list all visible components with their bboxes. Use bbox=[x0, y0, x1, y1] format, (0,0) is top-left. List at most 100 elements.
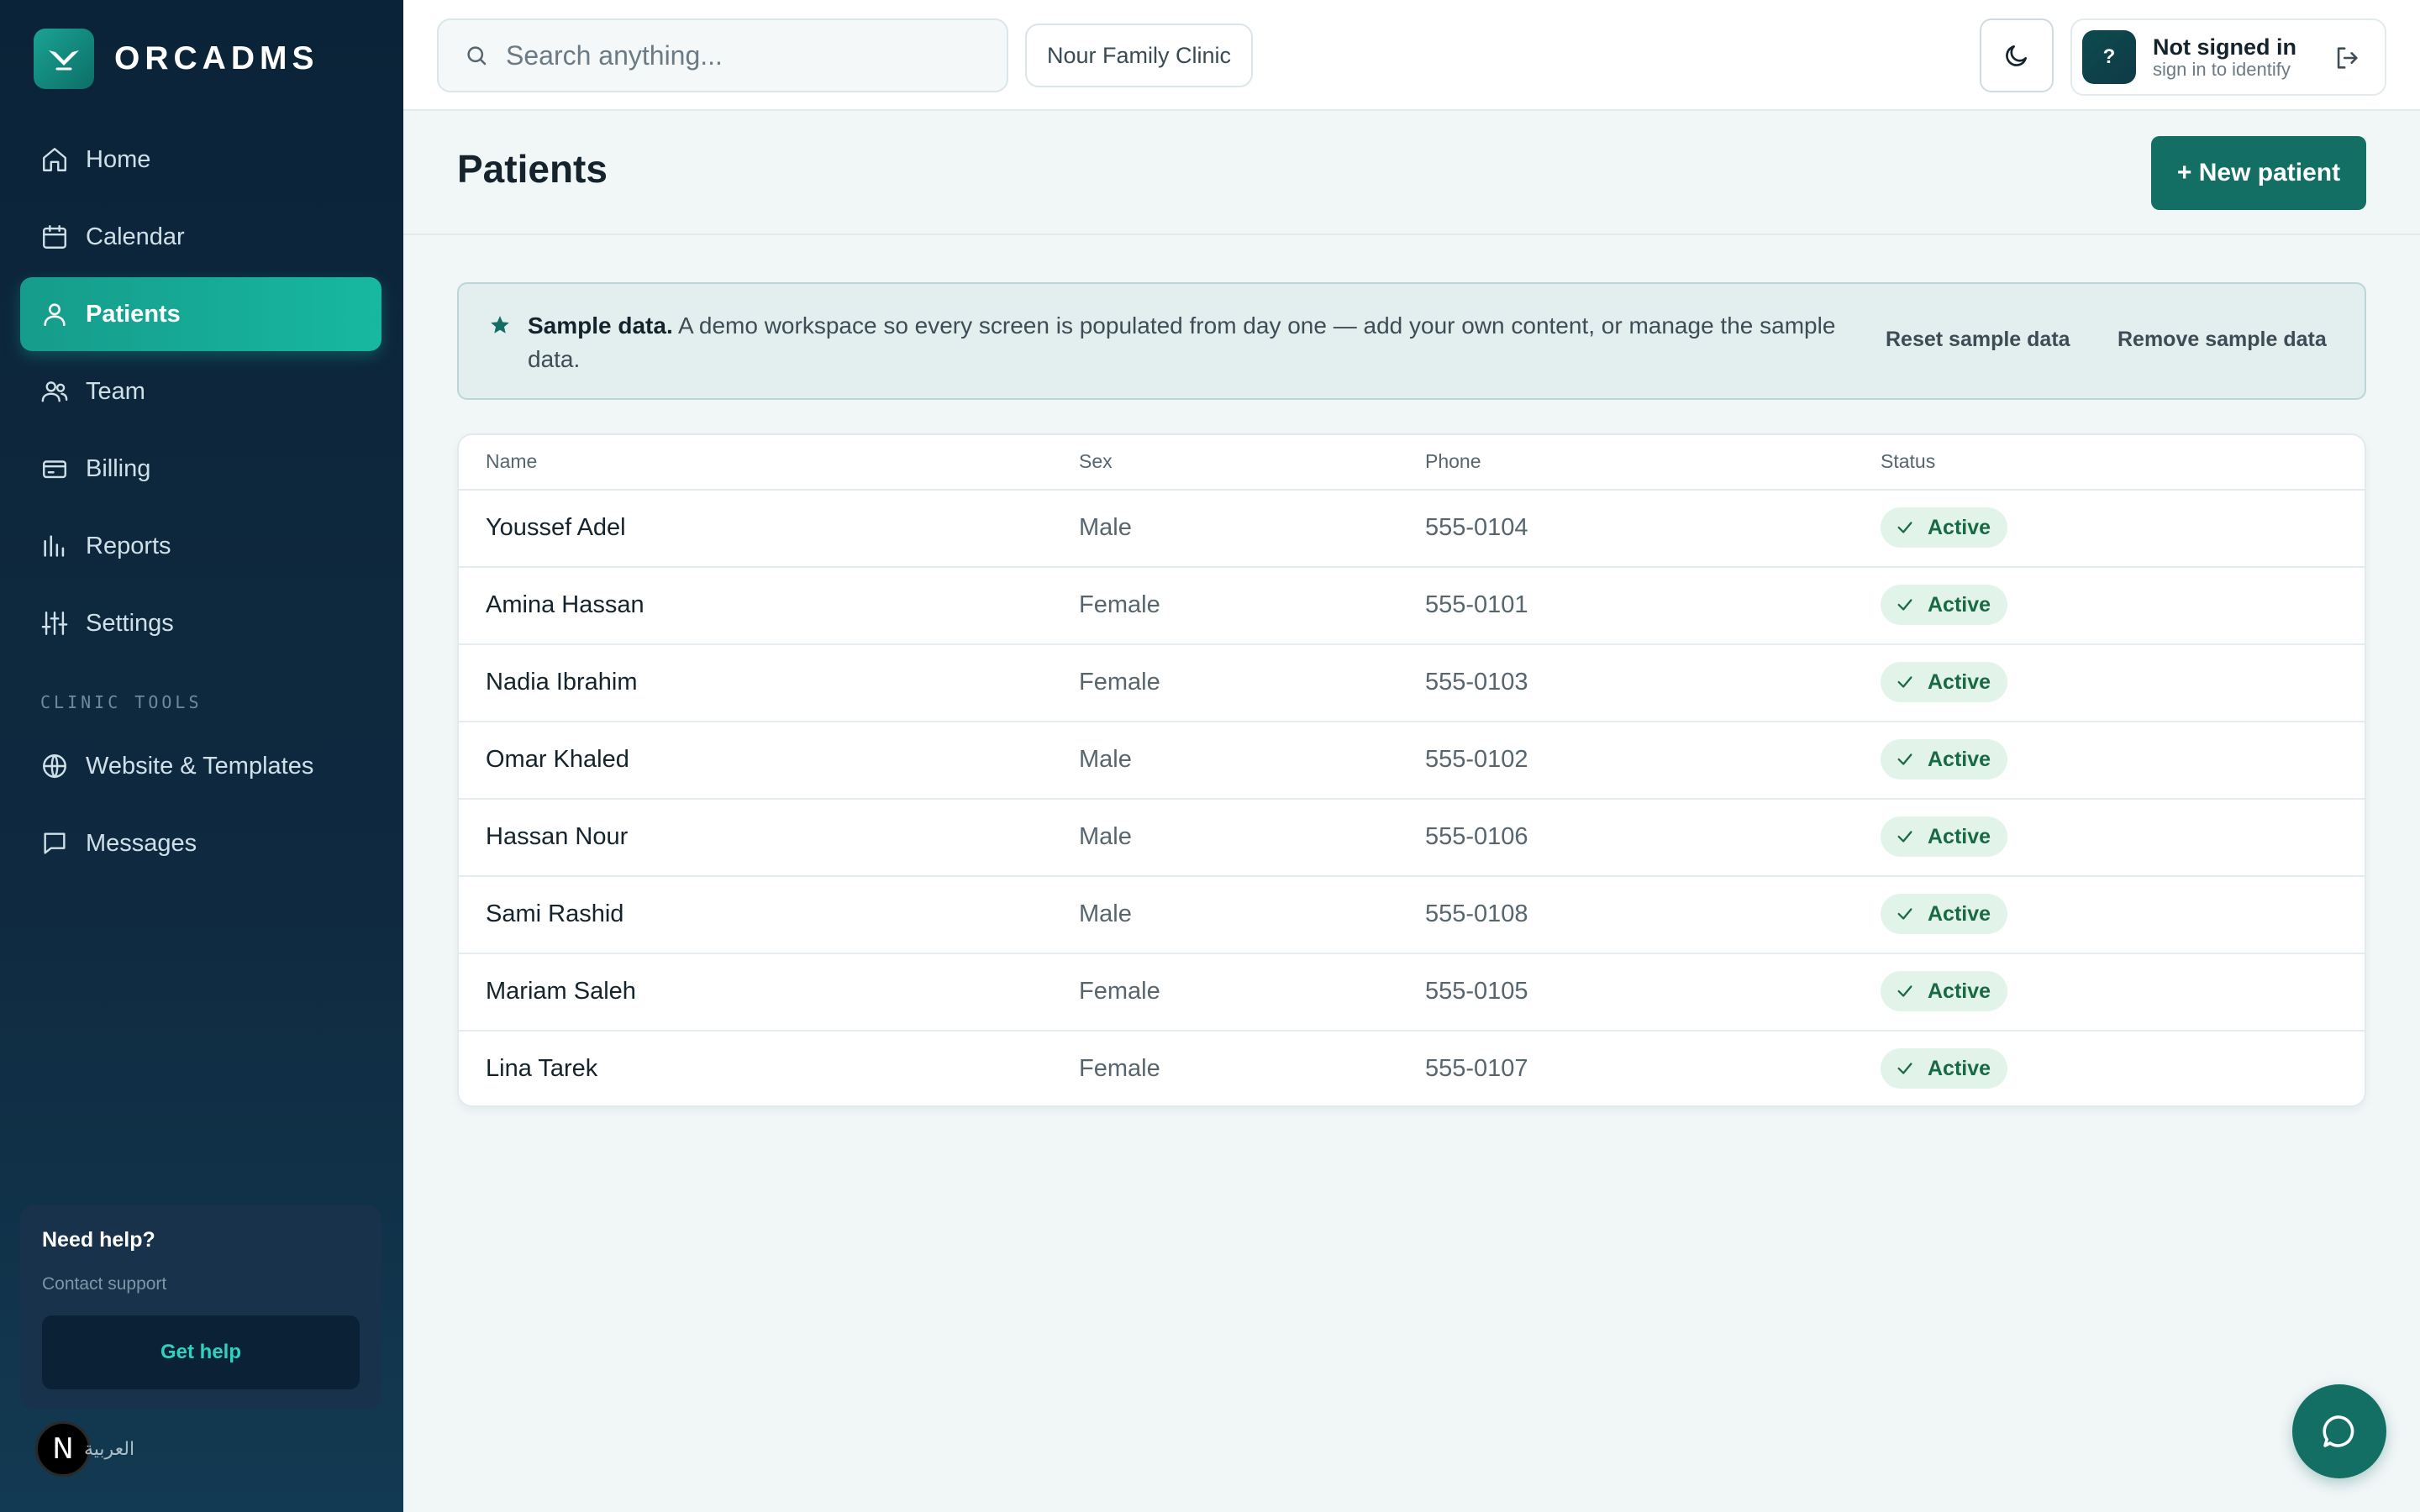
search-input[interactable] bbox=[506, 39, 976, 71]
sidebar-item-label: Team bbox=[86, 377, 145, 405]
moon-icon bbox=[2006, 45, 2027, 66]
table-row[interactable]: Lina Tarek Female 555-0107 Active bbox=[459, 1032, 2365, 1105]
patient-name: Sami Rashid bbox=[486, 900, 624, 927]
language-switcher[interactable]: N العربية bbox=[35, 1421, 134, 1477]
patient-phone: 555-0102 bbox=[1425, 746, 1528, 773]
status-label: Active bbox=[1928, 747, 1991, 771]
sidebar: ORCADMS Home Calendar Patients Team Bill… bbox=[0, 0, 403, 1512]
clinic-selector[interactable]: Nour Family Clinic bbox=[1025, 24, 1254, 87]
table-row[interactable]: Mariam Saleh Female 555-0105 Active bbox=[459, 954, 2365, 1032]
patient-sex: Female bbox=[1079, 669, 1160, 696]
sidebar-item-billing[interactable]: Billing bbox=[20, 432, 381, 506]
sidebar-item-website-templates[interactable]: Website & Templates bbox=[20, 729, 381, 803]
check-icon bbox=[1897, 522, 1912, 533]
reset-sample-data-button[interactable]: Reset sample data bbox=[1886, 328, 2070, 351]
status-badge: Active bbox=[1881, 971, 2008, 1011]
check-icon bbox=[1897, 599, 1912, 611]
patient-phone: 555-0108 bbox=[1425, 900, 1528, 927]
theme-toggle-button[interactable] bbox=[1980, 18, 2054, 92]
remove-sample-data-button[interactable]: Remove sample data bbox=[2118, 328, 2327, 351]
check-icon bbox=[1897, 753, 1912, 765]
sidebar-item-team[interactable]: Team bbox=[20, 354, 381, 428]
check-icon bbox=[1897, 831, 1912, 843]
help-card: Need help? Contact support Get help bbox=[20, 1205, 381, 1410]
patient-sex: Male bbox=[1079, 900, 1132, 927]
contact-support-link[interactable]: Contact support bbox=[42, 1274, 167, 1294]
status-label: Active bbox=[1928, 669, 1991, 694]
user-subtitle: sign in to identify bbox=[2153, 59, 2291, 80]
sidebar-item-reports[interactable]: Reports bbox=[20, 509, 381, 583]
status-label: Active bbox=[1928, 824, 1991, 848]
sidebar-section-label: CLINIC TOOLS bbox=[40, 692, 203, 712]
search-icon bbox=[467, 46, 487, 66]
user-menu[interactable]: ? Not signed in sign in to identify bbox=[2070, 18, 2386, 96]
patient-sex: Female bbox=[1079, 1055, 1160, 1082]
search-box[interactable] bbox=[437, 18, 1008, 92]
patient-sex: Male bbox=[1079, 514, 1132, 541]
patient-name: Nadia Ibrahim bbox=[486, 669, 638, 696]
sliders-icon bbox=[41, 612, 68, 635]
status-badge: Active bbox=[1881, 739, 2008, 780]
star-icon bbox=[491, 316, 509, 333]
table-row[interactable]: Sami Rashid Male 555-0108 Active bbox=[459, 877, 2365, 954]
page-title: Patients bbox=[457, 147, 608, 191]
message-icon bbox=[44, 832, 66, 854]
status-label: Active bbox=[1928, 515, 1991, 539]
header-divider bbox=[403, 234, 2420, 235]
patients-table: Name Sex Phone Status Youssef Adel Male … bbox=[457, 433, 2366, 1107]
table-row[interactable]: Hassan Nour Male 555-0106 Active bbox=[459, 800, 2365, 877]
user-info: Not signed in sign in to identify bbox=[2153, 34, 2296, 80]
patient-sex: Male bbox=[1079, 746, 1132, 773]
status-badge: Active bbox=[1881, 816, 2008, 857]
patient-sex: Male bbox=[1079, 823, 1132, 850]
new-patient-button[interactable]: + New patient bbox=[2151, 136, 2366, 210]
patient-sex: Female bbox=[1079, 978, 1160, 1005]
table-header: Name Sex Phone Status bbox=[459, 435, 2365, 491]
sign-in-icon[interactable] bbox=[2333, 44, 2361, 72]
column-header-name[interactable]: Name bbox=[486, 450, 538, 472]
banner-text: Sample data. A demo workspace so every s… bbox=[528, 309, 1839, 376]
column-header-status[interactable]: Status bbox=[1881, 450, 1936, 472]
banner-description: A demo workspace so every screen is popu… bbox=[528, 312, 1836, 372]
check-icon bbox=[1897, 676, 1912, 688]
get-help-button[interactable]: Get help bbox=[42, 1315, 360, 1389]
brand[interactable]: ORCADMS bbox=[34, 29, 319, 89]
sidebar-item-label: Reports bbox=[86, 532, 171, 559]
table-row[interactable]: Omar Khaled Male 555-0102 Active bbox=[459, 722, 2365, 800]
dev-badge-icon[interactable]: N bbox=[35, 1421, 91, 1477]
sidebar-item-label: Messages bbox=[86, 829, 197, 857]
chat-button[interactable] bbox=[2292, 1384, 2386, 1478]
users-icon bbox=[41, 381, 68, 402]
top-bar: Nour Family Clinic ? Not signed in sign … bbox=[403, 0, 2420, 111]
sidebar-item-label: Billing bbox=[86, 454, 151, 482]
user-name: Not signed in bbox=[2153, 34, 2296, 60]
globe-icon bbox=[43, 754, 66, 779]
sidebar-item-home[interactable]: Home bbox=[20, 123, 381, 197]
status-label: Active bbox=[1928, 592, 1991, 617]
user-icon bbox=[44, 303, 66, 327]
bar-chart-icon bbox=[44, 535, 65, 557]
sidebar-item-calendar[interactable]: Calendar bbox=[20, 200, 381, 274]
sidebar-item-label: Home bbox=[86, 145, 151, 173]
patient-name: Youssef Adel bbox=[486, 514, 626, 541]
patient-phone: 555-0104 bbox=[1425, 514, 1528, 541]
column-header-phone[interactable]: Phone bbox=[1425, 450, 1481, 472]
status-label: Active bbox=[1928, 1056, 1991, 1080]
table-row[interactable]: Amina Hassan Female 555-0101 Active bbox=[459, 568, 2365, 645]
patient-name: Hassan Nour bbox=[486, 823, 629, 850]
table-row[interactable]: Nadia Ibrahim Female 555-0103 Active bbox=[459, 645, 2365, 722]
orca-logo-icon bbox=[34, 29, 94, 89]
column-header-sex[interactable]: Sex bbox=[1079, 450, 1113, 472]
status-badge: Active bbox=[1881, 507, 2008, 548]
language-label[interactable]: العربية bbox=[84, 1438, 135, 1459]
sidebar-item-patients[interactable]: Patients bbox=[20, 277, 381, 351]
sidebar-item-messages[interactable]: Messages bbox=[20, 806, 381, 880]
home-icon bbox=[43, 148, 66, 171]
help-title: Need help? bbox=[42, 1228, 155, 1252]
sidebar-item-label: Settings bbox=[86, 609, 174, 637]
avatar: ? bbox=[2082, 30, 2136, 84]
patient-name: Lina Tarek bbox=[486, 1055, 598, 1082]
calendar-icon bbox=[43, 225, 66, 249]
table-row[interactable]: Youssef Adel Male 555-0104 Active bbox=[459, 491, 2365, 568]
sidebar-item-settings[interactable]: Settings bbox=[20, 586, 381, 660]
